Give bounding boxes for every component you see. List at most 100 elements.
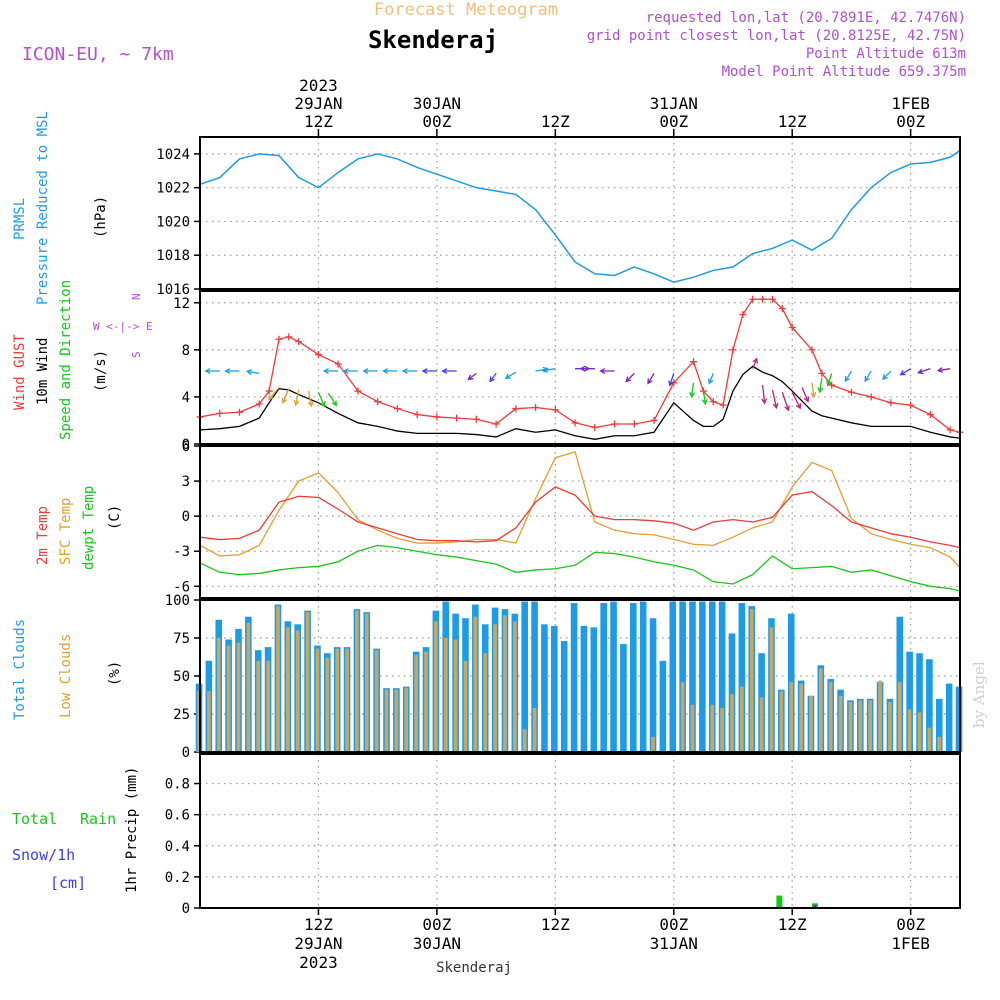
low-cloud-bar xyxy=(246,622,251,752)
total-cloud-bar xyxy=(708,601,716,752)
gust-marker xyxy=(749,295,757,303)
wind-10m-label: 10m Wind xyxy=(35,338,51,405)
cloud-unit: (%) xyxy=(107,661,123,686)
gust-marker xyxy=(847,388,855,396)
total-cloud-bar xyxy=(610,601,617,752)
total-cloud-bar xyxy=(728,633,736,752)
low-cloud-bar xyxy=(769,627,774,752)
top-time-label: 00Z xyxy=(422,112,451,131)
low-cloud-bar xyxy=(295,630,300,752)
total-cloud-bar xyxy=(649,618,657,752)
low-cloud-bar xyxy=(897,682,902,752)
low-cloud-bar xyxy=(779,691,784,752)
wind-arrow xyxy=(401,368,418,374)
gust-marker xyxy=(719,401,727,409)
total-cloud-bar xyxy=(541,624,548,752)
gust-marker xyxy=(433,413,441,421)
y-tick-label: 1018 xyxy=(156,248,190,264)
low-cloud-bar xyxy=(503,615,507,752)
gust-marker xyxy=(690,358,698,366)
low-cloud-bar xyxy=(858,700,863,752)
wind-arrow xyxy=(327,393,338,407)
low-cloud-label: Low Clouds xyxy=(58,634,74,718)
total-cloud-bar xyxy=(551,625,558,752)
low-cloud-bar xyxy=(216,638,221,752)
top-time-label: 00Z xyxy=(659,112,688,131)
wind-arrow xyxy=(579,365,595,372)
low-cloud-bar xyxy=(394,689,399,752)
low-cloud-bar xyxy=(740,686,744,752)
point-altitude: Point Altitude 613m xyxy=(806,46,966,62)
compass-n: N xyxy=(130,293,143,300)
low-cloud-bar xyxy=(434,621,438,752)
low-cloud-bar xyxy=(483,653,488,752)
gust-marker xyxy=(413,411,421,419)
low-cloud-bar xyxy=(907,709,912,752)
total-cloud-bar xyxy=(659,660,667,752)
wind-arrow xyxy=(899,368,911,376)
wind-arrow xyxy=(647,373,655,385)
wind-arrow xyxy=(541,367,556,373)
wind-arrow xyxy=(801,387,810,403)
low-cloud-bar xyxy=(730,694,734,752)
wind-gust-label: Wind GUST xyxy=(12,334,28,410)
gust-marker xyxy=(907,401,915,409)
low-cloud-bar xyxy=(690,704,695,752)
wind-arrow xyxy=(489,372,497,383)
compass-we: W <-|-> E xyxy=(93,320,153,333)
y-tick-label: 0.4 xyxy=(165,839,190,855)
low-cloud-bar xyxy=(819,668,823,752)
low-cloud-bar xyxy=(828,682,833,752)
gust-marker xyxy=(808,346,816,354)
wind-arrow xyxy=(689,382,696,399)
low-cloud-bar xyxy=(414,654,418,752)
t2m-line xyxy=(199,486,961,549)
low-cloud-bar xyxy=(443,638,448,752)
total-cloud-label: Total Clouds xyxy=(12,619,28,720)
total-cloud-bar xyxy=(639,601,647,752)
top-time-label: 1FEB xyxy=(891,94,930,113)
precip-labels: Total Rain Snow/1h [cm] 1hr Precip (mm) xyxy=(12,767,140,893)
rain-label: Rain xyxy=(80,810,116,828)
wind-gust-line xyxy=(199,298,961,433)
t2m-label: 2m Temp xyxy=(35,506,51,565)
panel-frame xyxy=(199,290,961,445)
wind-arrow xyxy=(625,372,635,383)
gust-marker xyxy=(295,338,303,346)
low-cloud-bar xyxy=(315,648,320,752)
gust-marker xyxy=(571,419,579,427)
low-cloud-bar xyxy=(809,695,813,752)
top-time-label: 12Z xyxy=(541,112,570,131)
wind-arrow xyxy=(817,378,824,394)
y-tick-label: 0 xyxy=(182,745,190,761)
wind-unit: (m/s) xyxy=(93,350,109,392)
wind-arrow xyxy=(281,388,290,404)
y-tick-label: -6 xyxy=(173,579,190,595)
bottom-time-label: 12Z xyxy=(778,915,807,934)
total-cloud-bar xyxy=(945,683,953,752)
wind-arrow xyxy=(752,357,758,369)
low-cloud-bar xyxy=(384,689,389,752)
y-tick-label: 0.2 xyxy=(165,870,190,886)
gust-marker xyxy=(778,305,786,313)
low-cloud-bar xyxy=(789,682,794,752)
total-cloud-bar xyxy=(935,698,943,752)
compass-s: S xyxy=(130,351,143,358)
gust-marker xyxy=(709,398,717,406)
total-cloud-bar xyxy=(580,625,588,752)
top-time-label: 31JAN xyxy=(650,94,698,113)
panel-frame xyxy=(199,445,961,599)
low-cloud-bar xyxy=(680,682,685,752)
low-cloud-bar xyxy=(868,700,872,752)
grid-point-coords: grid point closest lon,lat (20.8125E, 42… xyxy=(587,28,966,44)
wind-arrow xyxy=(268,387,280,401)
gust-marker xyxy=(611,420,619,428)
bottom-time-label: 12Z xyxy=(304,915,333,934)
low-cloud-bar xyxy=(325,657,330,752)
temp-labels: 2m Temp SFC Temp dewpt Temp (C) xyxy=(35,486,123,570)
wind-labels: Wind GUST 10m Wind Speed and Direction (… xyxy=(12,280,153,440)
gust-marker xyxy=(334,360,342,368)
low-cloud-bar xyxy=(759,697,764,752)
wind-arrow xyxy=(307,390,314,408)
gust-marker xyxy=(759,295,767,303)
